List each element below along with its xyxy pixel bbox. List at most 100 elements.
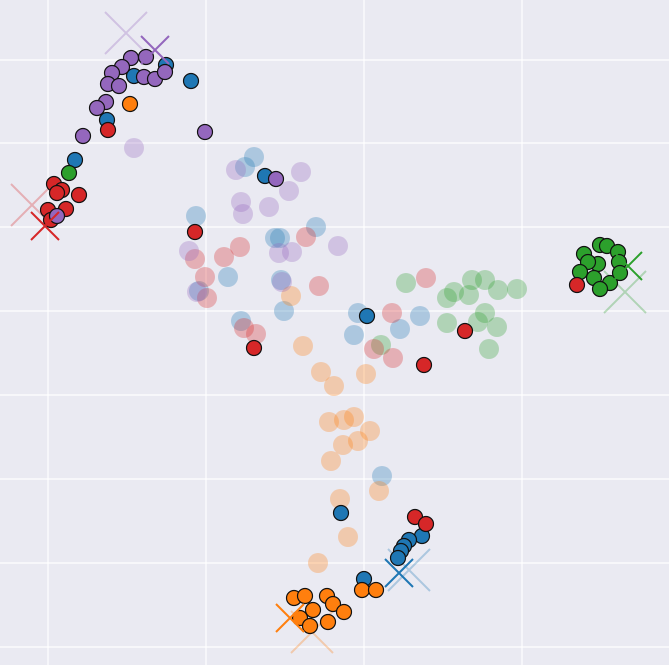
point: [196, 123, 214, 141]
point: [568, 276, 586, 294]
point: [416, 268, 436, 288]
point: [396, 273, 416, 293]
point: [475, 303, 495, 323]
point: [311, 362, 331, 382]
point: [197, 288, 217, 308]
point: [274, 301, 294, 321]
point: [48, 207, 66, 225]
point: [214, 247, 234, 267]
point: [344, 325, 364, 345]
point: [88, 99, 106, 117]
point: [410, 306, 430, 326]
x-marker: [30, 211, 60, 241]
point: [330, 489, 350, 509]
point: [367, 581, 385, 599]
point: [244, 147, 264, 167]
point: [333, 435, 353, 455]
point: [358, 307, 376, 325]
point: [246, 324, 266, 344]
point: [371, 335, 391, 355]
point: [272, 272, 292, 292]
x-marker: [613, 251, 643, 281]
point: [185, 249, 205, 269]
point: [507, 279, 527, 299]
point: [233, 204, 253, 224]
point: [479, 339, 499, 359]
point: [269, 243, 289, 263]
point: [235, 157, 255, 177]
point: [353, 581, 371, 599]
point: [444, 282, 464, 302]
point: [271, 270, 291, 290]
point: [335, 603, 353, 621]
point: [291, 162, 311, 182]
point: [309, 276, 329, 296]
point: [267, 170, 285, 188]
point: [306, 217, 326, 237]
point: [226, 160, 246, 180]
point: [48, 184, 66, 202]
point: [304, 601, 322, 619]
point: [389, 549, 407, 567]
point: [259, 197, 279, 217]
point: [124, 138, 144, 158]
point: [110, 77, 128, 95]
point: [270, 228, 290, 248]
x-marker: [384, 558, 414, 588]
point: [437, 313, 457, 333]
point: [319, 613, 337, 631]
point: [382, 303, 402, 323]
point: [218, 267, 238, 287]
point: [360, 421, 380, 441]
point: [462, 270, 482, 290]
point: [344, 407, 364, 427]
point: [324, 595, 342, 613]
x-marker: [140, 35, 170, 65]
point: [281, 286, 301, 306]
point: [459, 285, 479, 305]
point: [189, 281, 209, 301]
point: [468, 312, 488, 332]
point: [338, 527, 358, 547]
point: [591, 280, 609, 298]
x-marker: [104, 11, 148, 55]
point: [99, 121, 117, 139]
point: [121, 95, 139, 113]
point: [296, 587, 314, 605]
point: [70, 186, 88, 204]
point: [372, 466, 392, 486]
point: [186, 206, 206, 226]
point: [475, 270, 495, 290]
point: [437, 288, 457, 308]
point: [231, 311, 251, 331]
point: [156, 63, 174, 81]
point: [74, 127, 92, 145]
x-marker: [275, 603, 305, 633]
point: [179, 241, 199, 261]
point: [417, 515, 435, 533]
point: [456, 322, 474, 340]
point: [187, 282, 207, 302]
point: [319, 412, 339, 432]
point: [321, 451, 341, 471]
point: [66, 151, 84, 169]
point: [195, 267, 215, 287]
point: [390, 319, 410, 339]
point: [328, 236, 348, 256]
point: [245, 339, 263, 357]
point: [282, 242, 302, 262]
point: [364, 339, 384, 359]
point: [234, 318, 254, 338]
point: [332, 504, 350, 522]
point: [334, 410, 354, 430]
point: [293, 336, 313, 356]
point: [487, 317, 507, 337]
point: [296, 227, 316, 247]
point: [231, 192, 251, 212]
point: [415, 356, 433, 374]
point: [324, 376, 344, 396]
point: [348, 431, 368, 451]
point: [301, 617, 319, 635]
